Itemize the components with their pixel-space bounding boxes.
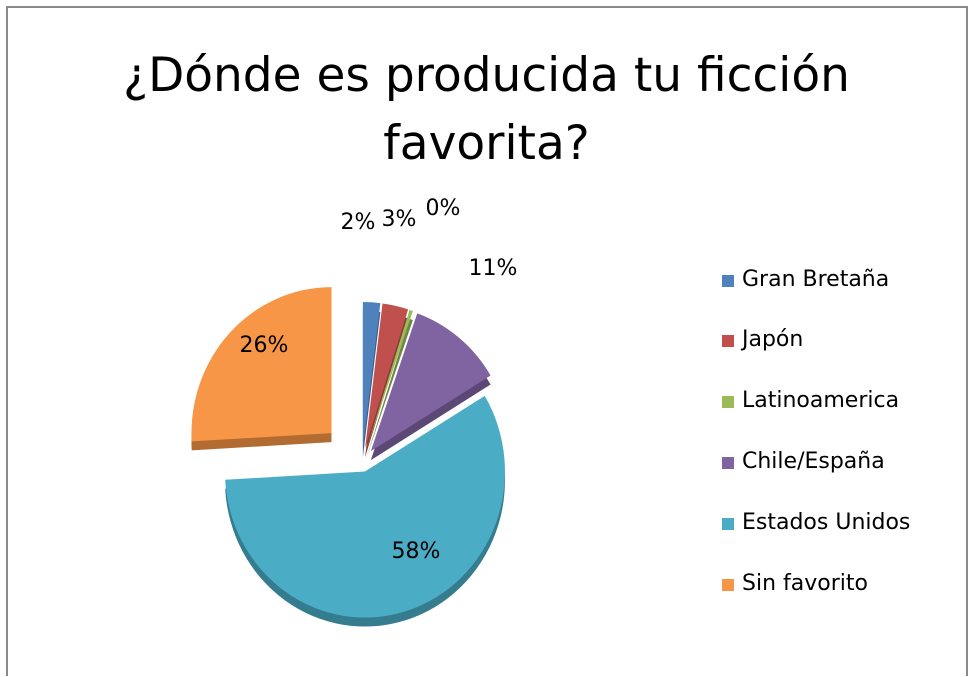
pie-slice-chile-espana [370, 313, 491, 452]
legend-label: Gran Bretaña [742, 267, 890, 292]
data-label-estados-unidos: 58% [392, 539, 441, 564]
data-label-latinoamerica: 0% [426, 196, 461, 221]
legend-swatch [722, 457, 734, 469]
legend-label: Japón [742, 327, 804, 352]
data-label-chile-espana: 11% [469, 256, 518, 281]
legend-swatch [722, 396, 734, 408]
legend-swatch [722, 335, 734, 347]
legend-label: Estados Unidos [742, 510, 911, 535]
pie-slice-estados-unidos [225, 395, 505, 618]
legend-swatch [722, 518, 734, 530]
pie-slice-gran-bretana [362, 302, 381, 449]
legend-label: Latinoamerica [742, 388, 900, 413]
chart-title-line-2: favorita? [383, 116, 590, 171]
pie-slice-side-latinoamerica [366, 318, 413, 458]
pie-slice-latinoamerica [366, 309, 413, 449]
data-label-gran-bretana: 2% [341, 210, 376, 235]
legend-swatch [722, 579, 734, 591]
chart-title-line-1: ¿Dónde es producida tu ficción [123, 48, 850, 103]
legend-swatch [722, 275, 734, 287]
legend-label: Chile/España [742, 449, 885, 474]
pie-slices [191, 287, 505, 627]
chart-title: ¿Dónde es producida tu ficción favorita? [0, 42, 973, 178]
data-label-japon: 3% [382, 207, 417, 232]
pie-data-labels: 2% 3% 0% 11% 58% 26% [240, 196, 518, 564]
pie-slice-japon [365, 303, 409, 449]
legend-label: Sin favorito [742, 571, 868, 596]
data-label-sin-favorito: 26% [240, 333, 289, 358]
pie-slice-sin-favorito [191, 287, 332, 442]
chart-area [6, 6, 968, 676]
